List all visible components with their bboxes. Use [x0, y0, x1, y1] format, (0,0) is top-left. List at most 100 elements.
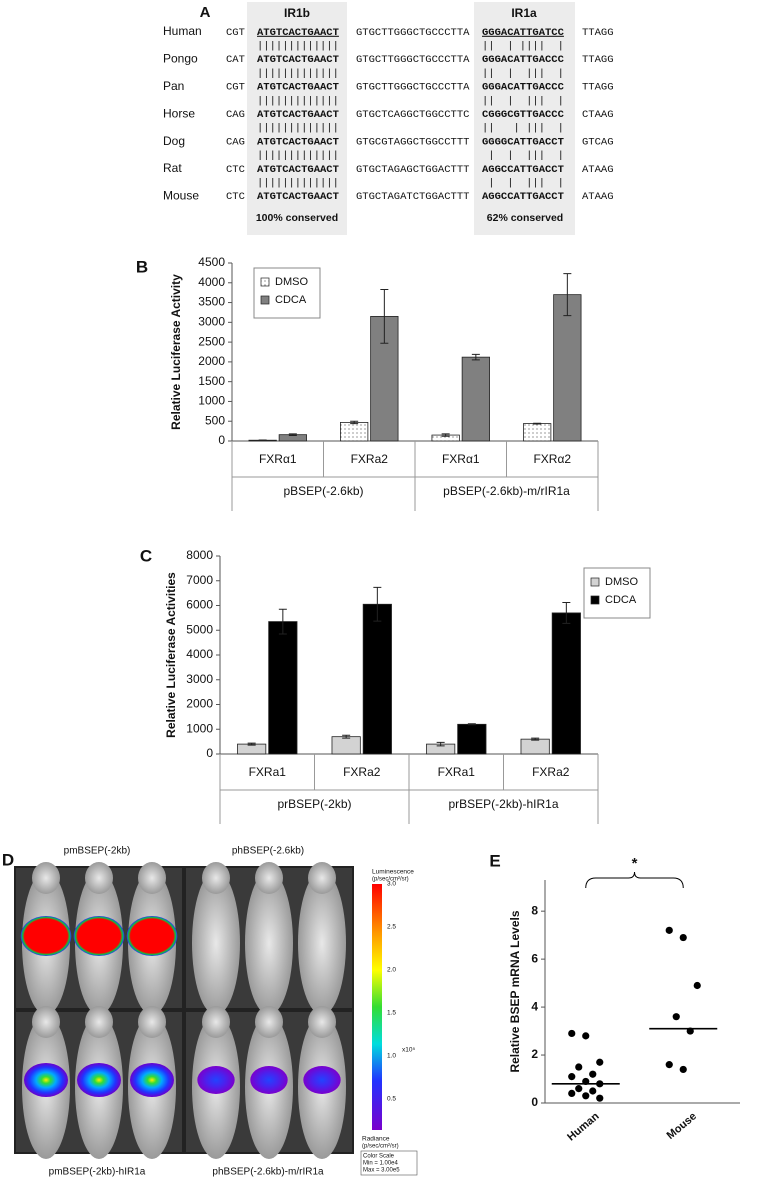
group-label: pBSEP(-2.6kb)-m/rIR1a	[443, 484, 570, 498]
species: Mouse	[163, 189, 199, 203]
box-header: IR1b	[284, 6, 310, 20]
seq-flank: TTAGG	[582, 54, 614, 66]
match-line: | | ||| |	[482, 150, 564, 162]
match-line: || | ||| |	[482, 68, 564, 80]
seq-flank: CTC	[226, 164, 245, 176]
dot	[582, 1032, 590, 1040]
species: Human	[163, 24, 202, 38]
x-tick-label: FXRα1	[259, 452, 297, 466]
panel-label: E	[489, 851, 500, 870]
seq-ir1b: ATGTCACTGAACT	[257, 164, 339, 176]
panel-label: C	[140, 546, 152, 565]
colorbar-footer: Radiance	[362, 1136, 390, 1143]
colorbar-tick-label: 3.0	[387, 881, 396, 888]
x-tick-label: FXRa2	[351, 452, 389, 466]
dot	[568, 1089, 576, 1098]
y-tick-label: 6000	[186, 598, 213, 612]
seq-ir1b: ATGTCACTGAACT	[257, 191, 339, 203]
dot	[665, 1061, 673, 1069]
bar	[520, 738, 550, 755]
dot	[679, 933, 687, 942]
seq-ir1a: AGGCCATTGACCT	[482, 164, 564, 176]
colorbar-units: (p/sec/cm²/sr)	[372, 877, 409, 883]
error-bar	[342, 734, 351, 739]
y-tick-label: 500	[205, 413, 225, 427]
colorbar-footer-units: (p/sec/cm²/sr)	[362, 1144, 399, 1150]
signal	[197, 1066, 235, 1094]
error-bar	[350, 420, 359, 425]
seq-spacer: GTGCTAGATCTGGACTTT	[356, 191, 469, 203]
panel-label: A	[200, 4, 211, 21]
bar	[551, 612, 581, 755]
seq-ir1a: AGGCCATTGACCT	[482, 191, 564, 203]
image-title: phBSEP(-2.6kb)-m/rIR1a	[212, 1167, 324, 1178]
colorbar-tick-label: 1.0	[387, 1053, 396, 1060]
bar	[457, 723, 487, 755]
error-bar	[562, 602, 571, 624]
seq-flank: ATAAG	[582, 164, 614, 176]
legend-label: DMSO	[275, 276, 308, 288]
legend-box	[583, 567, 651, 619]
y-tick-label: 0	[218, 433, 225, 447]
x-tick-label: Mouse	[665, 1110, 699, 1142]
error-bar	[288, 433, 297, 436]
bar	[340, 422, 369, 442]
seq-flank: CAT	[226, 54, 245, 66]
colorbar-multiplier: x10⁵	[402, 1047, 415, 1054]
seq-ir1a: GGGACATTGATCC	[482, 27, 565, 39]
box-header: IR1a	[511, 6, 537, 20]
seq-flank: TTAGG	[582, 82, 614, 94]
match-line: || | ||| |	[482, 123, 564, 135]
dot	[596, 1094, 604, 1102]
mouse	[245, 871, 293, 1015]
colorbar-title: Luminescence	[372, 869, 414, 876]
signal	[20, 916, 72, 956]
error-bar	[467, 723, 476, 726]
seq-ir1b: ATGTCACTGAACT	[257, 136, 339, 148]
x-tick-label: Human	[565, 1110, 601, 1143]
conserved-note: 62% conserved	[487, 212, 563, 224]
signal	[77, 1063, 121, 1097]
dot	[679, 1065, 687, 1074]
seq-ir1a: GGGGCATTGACCT	[482, 136, 564, 148]
bar	[331, 736, 361, 755]
y-axis-label: Relative BSEP mRNA Levels	[508, 910, 522, 1072]
scale-box	[360, 1150, 418, 1176]
x-tick-label: FXRa1	[249, 765, 287, 779]
legend-swatch	[260, 295, 270, 305]
y-tick-label: 3500	[198, 295, 225, 309]
y-axis-label: Relative Luciferase Activities	[164, 572, 178, 738]
mouse-head	[202, 1006, 230, 1038]
colorbar	[372, 884, 382, 1130]
mouse-head	[138, 1006, 166, 1038]
match-line: |||||||||||||	[257, 95, 339, 107]
signal	[73, 916, 125, 956]
dot	[568, 1073, 576, 1081]
mouse	[298, 871, 346, 1015]
seq-flank: CTC	[226, 191, 245, 203]
mouse-head	[138, 862, 166, 894]
signal	[130, 1063, 174, 1097]
match-line: |||||||||||||	[257, 150, 339, 162]
y-tick-label: 4000	[186, 647, 213, 661]
y-tick-label: 4	[531, 999, 538, 1013]
seq-flank: GTCAG	[582, 136, 614, 148]
legend-swatch	[590, 577, 600, 587]
mouse-head	[85, 862, 113, 894]
dot	[589, 1087, 597, 1095]
seq-ir1b: ATGTCACTGAACT	[257, 109, 339, 121]
x-tick-label: FXRα1	[442, 452, 480, 466]
dot	[589, 1070, 597, 1078]
signal	[303, 1066, 341, 1094]
scale-min: Min = 1.00e4	[363, 1161, 399, 1167]
y-axis-label: Relative Luciferase Activity	[169, 274, 183, 430]
legend-label: CDCA	[275, 294, 307, 306]
error-bar	[436, 741, 445, 747]
seq-ir1a: CGGGCGTTGACCC	[482, 109, 565, 121]
panel-label: B	[136, 257, 148, 276]
seq-ir1b: ATGTCACTGAACT	[257, 54, 339, 66]
bar	[461, 356, 490, 442]
dot	[672, 1013, 680, 1021]
group-label: prBSEP(-2kb)-hIR1a	[448, 797, 558, 811]
